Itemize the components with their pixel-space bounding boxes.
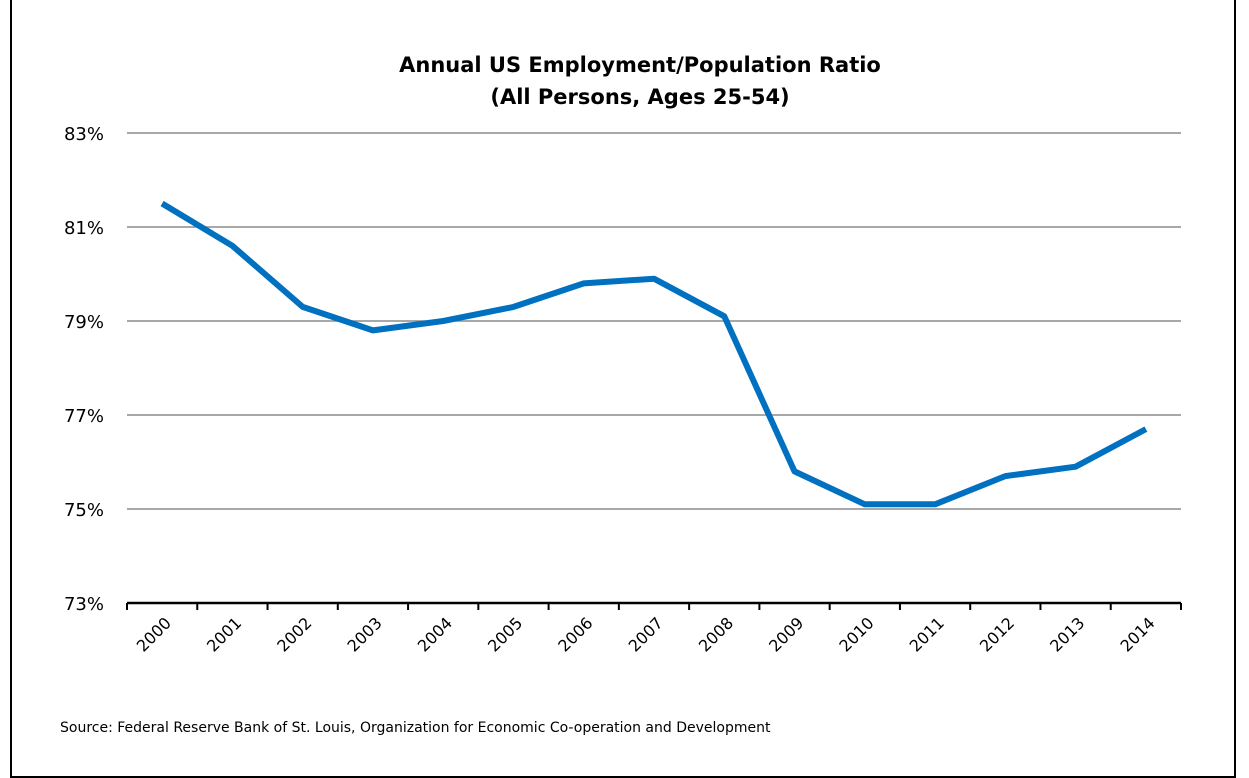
x-axis-tick-labels: 2000 2001 2002 2003 2004 2005 2006 2007 2008 2009… [133, 613, 1159, 655]
series-line [162, 204, 1146, 505]
y-tick-label: 77% [64, 406, 104, 427]
source-note: Source: Federal Reserve Bank of St. Loui… [60, 720, 770, 736]
y-axis-tick-labels: 73% 75% 77% 79% 81% 83% [64, 124, 104, 615]
x-tick-label: 2004 [414, 613, 456, 655]
x-tick-label: 2012 [976, 613, 1018, 655]
x-tick-label: 2013 [1046, 613, 1088, 655]
x-tick-label: 2009 [765, 613, 807, 655]
series-layer [162, 203, 1146, 504]
x-tick-label: 2007 [625, 613, 667, 655]
x-tick-label: 2002 [273, 613, 315, 655]
gridlines [127, 133, 1181, 509]
x-tick-label: 2006 [554, 613, 596, 655]
x-axis [127, 603, 1181, 610]
y-tick-label: 75% [64, 500, 104, 521]
x-tick-label: 2011 [906, 613, 948, 655]
y-tick-label: 81% [64, 218, 104, 239]
x-tick-label: 2001 [203, 613, 245, 655]
y-tick-label: 73% [64, 594, 104, 615]
x-tick-label: 2008 [695, 613, 737, 655]
chart-subtitle: (All Persons, Ages 25-54) [490, 85, 789, 109]
line-chart: Annual US Employment/Population Ratio (A… [0, 0, 1249, 761]
x-tick-label: 2014 [1116, 613, 1158, 655]
x-tick-label: 2000 [133, 613, 175, 655]
y-tick-label: 79% [64, 312, 104, 333]
chart-title: Annual US Employment/Population Ratio [399, 53, 881, 77]
x-tick-label: 2003 [344, 613, 386, 655]
y-tick-label: 83% [64, 124, 104, 145]
x-tick-label: 2005 [484, 613, 526, 655]
x-tick-label: 2010 [835, 613, 877, 655]
